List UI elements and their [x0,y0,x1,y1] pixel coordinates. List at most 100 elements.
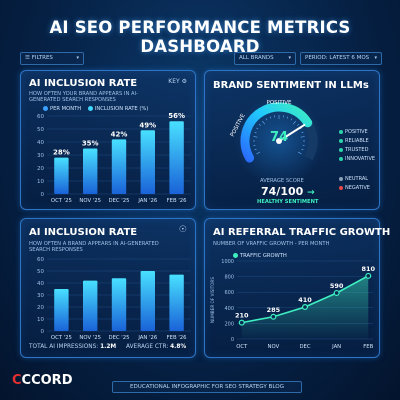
panel-subtitle: HOW OFTEN A BRAND APPEARS IN AI-GENERATE… [29,241,159,254]
y-tick-label: 20 [37,305,44,311]
chevron-down-icon: ▾ [288,55,291,61]
data-label: 410 [298,296,312,304]
data-point [333,289,340,296]
legend-swatch [339,177,343,181]
legend-label: NEGATIVE [345,185,370,191]
logo-mark: C [12,373,22,388]
gauge-tick [292,120,296,125]
sentiment-legend-item: RELIABLE [339,138,379,144]
panel-title: AI INCLUSION RATE [29,78,138,89]
panel-subtitle: NUMBER OF VRAFFIC GROWTH - PER MONTH [213,241,330,247]
y-tick-label: 60 [37,114,44,120]
average-score: 74/100 → [261,185,315,198]
score-value: 74/100 [261,185,304,198]
impressions-label: TOTAL AI IMPRESSIONS: [29,344,99,350]
y-tick-label: 20 [37,166,44,172]
legend-item: TRAFFIC GROWTH [240,253,287,259]
gauge-tick [299,127,302,130]
chart-legend: TRAFFIC GROWTH [233,253,287,259]
y-tick-label: 30 [37,293,44,299]
gauge-tick [269,116,272,119]
data-point [365,272,372,279]
gauge-tick [301,131,304,134]
brand-sentiment-panel: BRAND SENTIMENT IN LLMs POSITIVE POSITIV… [204,70,380,210]
sentiment-legend-item: POSITIVE [339,129,379,135]
impressions-value: 1.2M [100,344,117,350]
y-axis-label: NUMBER OF VISITORS [210,277,215,323]
y-tick-label: 600 [224,290,234,296]
bar [111,139,127,194]
sentiment-gauge: POSITIVE POSITIVE 74 [230,96,324,186]
filters-label: FILTRES [31,55,53,61]
x-tick-label: OCT [236,344,248,350]
data-label: 210 [235,312,249,320]
traffic-line-chart: 0 200 400 600 800 1000 NUMBER OF VISITORS 210 OC… [210,259,376,350]
brain-icon: ⚙ [181,78,187,85]
bar [140,271,155,331]
legend-swatch [87,106,93,111]
y-tick-label: 0 [41,329,45,335]
data-label: 49% [139,121,156,129]
chevron-down-icon: ▾ [76,55,79,61]
bar [54,157,69,194]
brands-label: ALL BRANDS [239,55,274,61]
x-tick-label: NOV '25 [79,198,101,204]
gauge-value: 74 [270,130,288,145]
y-tick-label: 10 [37,317,44,323]
key-label: KEY [168,78,180,85]
panel-title: AI REFERRAL TRAFFIC GROWTH [213,227,391,238]
filters-dropdown[interactable]: ☰ FILTRES ▾ [20,52,84,65]
gauge-fill [240,102,313,163]
ctr-label: AVERAGE CTR: [126,344,169,350]
legend-label: TRUSTED [345,147,369,153]
y-tick-label: 40 [37,140,44,146]
total-impressions: TOTAL AI IMPRESSIONS: 1.2M [29,344,116,350]
ctr-value: 4.8% [170,344,187,350]
filter-bar: ☰ FILTRES ▾ ALL BRANDS ▾ PERIOD: LATEST … [20,52,382,66]
legend-item: PER MONTH [50,106,82,112]
brands-dropdown[interactable]: ALL BRANDS ▾ [234,52,296,65]
brain-icon: ☉ [178,225,187,235]
data-label: 35% [82,140,99,148]
data-label: 810 [361,265,375,273]
y-tick-label: 50 [37,127,44,133]
referral-traffic-panel: AI REFERRAL TRAFFIC GROWTH NUMBER OF VRA… [204,218,390,358]
legend-swatch [43,106,48,111]
inclusion-rate-panel-2: AI INCLUSION RATE ☉ HOW OFTEN A BRAND AP… [20,218,196,358]
x-tick-label: FEB [363,344,373,350]
y-tick-label: 10 [37,179,44,185]
period-dropdown[interactable]: PERIOD: LATEST 6 MOS ▾ [300,52,382,65]
x-tick-label: NOV [268,344,280,350]
gauge-tick [262,120,266,125]
gauge-tick [290,118,293,121]
filter-icon: ☰ [25,55,30,61]
x-tick-label: NOV '25 [79,335,101,341]
chart-legend: PER MONTH INCLUSION RATE (%) [43,106,148,112]
gauge-tick [254,131,257,134]
x-tick-label: JAN [331,344,341,350]
legend-swatch [339,186,343,190]
legend-swatch [339,157,343,161]
legend-swatch [339,139,343,143]
legend-swatch [233,253,238,258]
chevron-down-icon: ▾ [374,55,377,61]
gauge-tick [301,148,304,151]
bar [140,130,155,194]
legend-swatch [339,148,343,152]
data-label: 56% [168,112,185,120]
gauge-ticks [253,115,305,155]
x-tick-label: DEC '25 [108,335,129,341]
x-tick-label: OCT '25 [51,198,72,204]
bar [169,121,184,194]
sentiment-legend-item: NEUTRAL [339,176,379,182]
y-tick-label: 1000 [221,259,234,265]
x-tick-label: FEB '26 [167,335,188,341]
gauge-tick [265,118,268,121]
y-tick-label: 0 [231,337,234,343]
x-tick-label: OCT '25 [51,335,72,341]
data-point [301,304,308,311]
average-ctr: AVERAGE CTR: 4.8% [126,344,186,350]
legend-label: NEUTRAL [345,176,369,182]
logo-text: CCORD [21,373,73,388]
dashboard-title: AI SEO PERFORMANCE METRICS DASHBOARD [49,18,351,56]
